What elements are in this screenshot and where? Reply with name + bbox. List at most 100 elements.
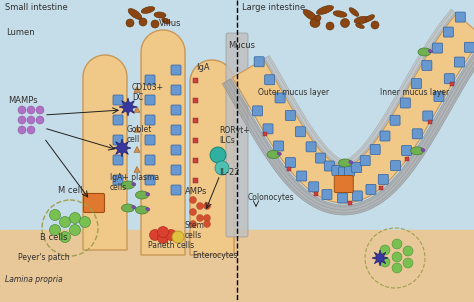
FancyBboxPatch shape	[285, 158, 295, 168]
Ellipse shape	[428, 50, 432, 53]
FancyBboxPatch shape	[370, 144, 380, 154]
Ellipse shape	[121, 181, 135, 189]
Text: MAMPs: MAMPs	[8, 96, 37, 105]
Circle shape	[27, 116, 35, 124]
Circle shape	[27, 126, 35, 134]
Ellipse shape	[371, 21, 379, 29]
Circle shape	[80, 217, 91, 227]
Ellipse shape	[132, 206, 136, 209]
Ellipse shape	[151, 20, 159, 28]
Bar	[0, 230, 474, 302]
Text: Paneth cells: Paneth cells	[148, 241, 194, 250]
Circle shape	[70, 213, 81, 223]
FancyBboxPatch shape	[352, 162, 362, 173]
Ellipse shape	[356, 24, 365, 28]
Circle shape	[203, 214, 210, 221]
Circle shape	[70, 224, 81, 236]
FancyBboxPatch shape	[432, 43, 443, 53]
Text: Mucus: Mucus	[228, 41, 255, 50]
FancyBboxPatch shape	[145, 95, 155, 105]
Text: Goblet
cell: Goblet cell	[127, 125, 152, 144]
Circle shape	[380, 245, 390, 255]
Polygon shape	[134, 106, 140, 112]
Circle shape	[18, 106, 26, 114]
Bar	[193, 158, 199, 162]
FancyBboxPatch shape	[145, 115, 155, 125]
Circle shape	[190, 220, 197, 227]
FancyBboxPatch shape	[145, 155, 155, 165]
Text: Lamina propria: Lamina propria	[5, 275, 63, 284]
Ellipse shape	[333, 11, 347, 17]
Circle shape	[403, 258, 413, 268]
Text: M cell: M cell	[58, 186, 82, 195]
Ellipse shape	[277, 152, 282, 155]
FancyBboxPatch shape	[254, 57, 264, 67]
Bar	[450, 82, 454, 86]
FancyBboxPatch shape	[444, 74, 454, 84]
FancyBboxPatch shape	[113, 175, 123, 185]
FancyBboxPatch shape	[306, 142, 316, 152]
Bar	[347, 201, 352, 205]
FancyBboxPatch shape	[316, 153, 326, 163]
Circle shape	[36, 106, 44, 114]
FancyBboxPatch shape	[465, 42, 474, 52]
Polygon shape	[134, 86, 140, 92]
FancyBboxPatch shape	[400, 98, 410, 108]
FancyBboxPatch shape	[295, 127, 305, 137]
FancyBboxPatch shape	[334, 175, 353, 192]
Polygon shape	[119, 98, 137, 116]
Text: Outer mucus layer: Outer mucus layer	[258, 88, 329, 97]
Text: Enterocytes: Enterocytes	[192, 251, 237, 260]
FancyBboxPatch shape	[390, 115, 400, 125]
FancyBboxPatch shape	[297, 171, 307, 181]
Ellipse shape	[128, 8, 142, 19]
Bar	[379, 186, 383, 190]
Ellipse shape	[317, 5, 334, 14]
Ellipse shape	[146, 193, 150, 196]
Ellipse shape	[132, 183, 136, 186]
Circle shape	[203, 203, 210, 210]
Bar	[428, 120, 432, 124]
Ellipse shape	[141, 7, 155, 13]
Polygon shape	[190, 60, 234, 255]
Ellipse shape	[410, 147, 424, 155]
Circle shape	[190, 208, 197, 216]
FancyBboxPatch shape	[411, 79, 421, 88]
Polygon shape	[141, 30, 185, 255]
FancyBboxPatch shape	[332, 165, 342, 175]
Polygon shape	[264, 9, 456, 166]
Circle shape	[197, 214, 203, 221]
Ellipse shape	[315, 15, 321, 21]
Circle shape	[392, 252, 402, 262]
Polygon shape	[134, 166, 140, 172]
Ellipse shape	[326, 22, 334, 30]
Circle shape	[36, 116, 44, 124]
Circle shape	[149, 230, 161, 240]
FancyBboxPatch shape	[264, 75, 274, 85]
FancyBboxPatch shape	[263, 124, 273, 134]
FancyBboxPatch shape	[360, 156, 370, 166]
FancyBboxPatch shape	[113, 95, 123, 105]
Ellipse shape	[365, 15, 374, 21]
Ellipse shape	[338, 159, 352, 167]
FancyBboxPatch shape	[145, 175, 155, 185]
Ellipse shape	[126, 19, 134, 27]
Bar	[405, 157, 409, 161]
FancyBboxPatch shape	[434, 92, 444, 101]
Circle shape	[380, 257, 390, 267]
Text: RORγt+
ILCs: RORγt+ ILCs	[219, 126, 250, 145]
Ellipse shape	[136, 191, 148, 199]
Ellipse shape	[154, 12, 166, 18]
FancyBboxPatch shape	[380, 131, 390, 141]
FancyBboxPatch shape	[309, 182, 319, 192]
Polygon shape	[222, 39, 474, 215]
Ellipse shape	[421, 149, 425, 152]
Circle shape	[157, 226, 168, 237]
FancyBboxPatch shape	[171, 85, 181, 95]
FancyBboxPatch shape	[275, 93, 285, 103]
Ellipse shape	[354, 16, 370, 24]
Ellipse shape	[349, 8, 359, 16]
FancyBboxPatch shape	[145, 135, 155, 145]
Text: IgA+ plasma
cells: IgA+ plasma cells	[110, 173, 159, 192]
Text: Villus: Villus	[159, 19, 181, 28]
